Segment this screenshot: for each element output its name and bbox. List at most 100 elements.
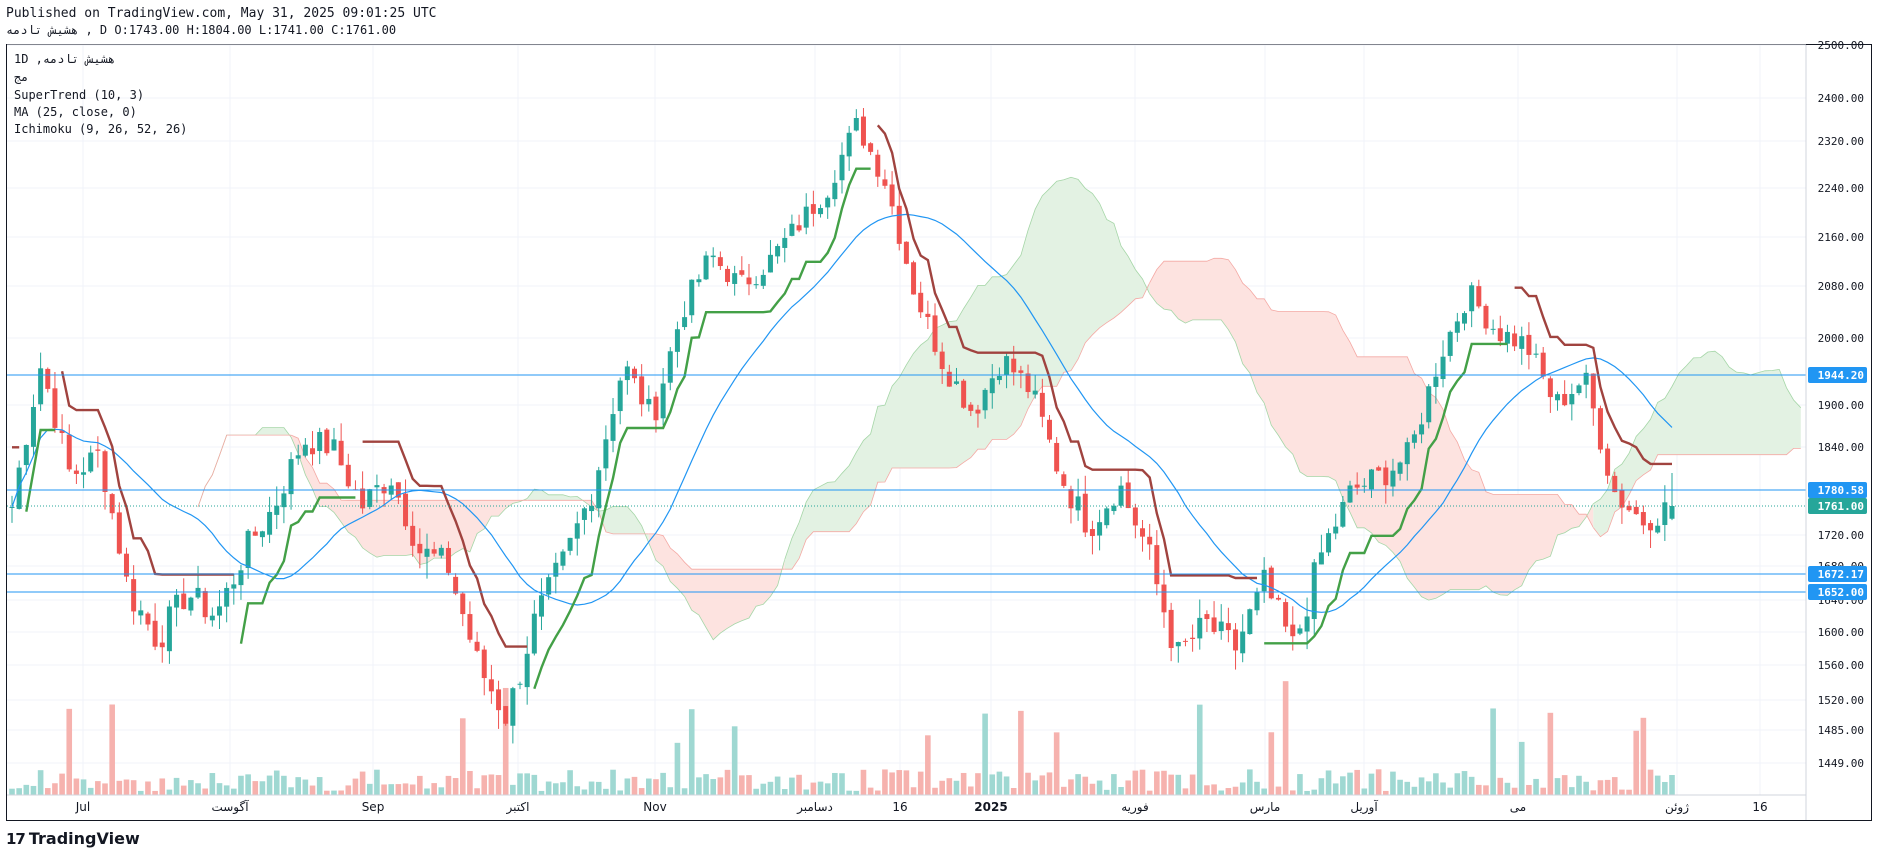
candle-body — [560, 551, 566, 566]
candle-body — [123, 553, 129, 577]
y-tick-label: 2000.00 — [1818, 332, 1864, 345]
y-tick-label: 1485.00 — [1818, 724, 1864, 737]
candle-body — [639, 376, 645, 405]
candle-body — [696, 279, 702, 283]
candle-body — [674, 329, 680, 352]
candle-body — [88, 452, 94, 472]
candle-body — [1089, 529, 1095, 537]
volume-bar — [52, 783, 58, 795]
candle-body — [1240, 631, 1246, 654]
ichimoku-span-b — [648, 533, 785, 570]
candle-body — [152, 620, 158, 647]
candle-body — [174, 594, 180, 608]
legend-symbol: 1D ,هشیش تادمه — [14, 52, 116, 66]
volume-bar — [646, 778, 652, 795]
candle-body — [1039, 392, 1045, 417]
candle-body — [860, 116, 866, 146]
candle-body — [274, 505, 280, 515]
candle-body — [996, 375, 1002, 381]
ichimoku-cloud-bearish — [648, 533, 785, 640]
volume-bar — [488, 774, 495, 795]
volume-bar — [595, 781, 602, 795]
volume-bar — [438, 787, 445, 795]
volume-bar — [1490, 708, 1496, 795]
volume-bar — [1204, 785, 1210, 795]
candle-body — [553, 562, 559, 577]
y-tick-label: 1840.00 — [1818, 441, 1864, 454]
candle-body — [1404, 442, 1410, 465]
y-tick-label: 2500.00 — [1818, 39, 1864, 52]
volume-bar — [1318, 778, 1325, 795]
volume-bar — [810, 782, 817, 795]
volume-bar — [653, 779, 659, 795]
volume-bar — [1590, 790, 1597, 795]
volume-bar — [1361, 788, 1368, 795]
candle-body — [324, 429, 330, 454]
candle-body — [1626, 505, 1632, 511]
volume-bar — [1619, 789, 1625, 795]
candle-body — [961, 380, 967, 408]
candle-body — [1104, 508, 1110, 526]
volume-bar — [474, 788, 480, 795]
candle-body — [131, 579, 137, 612]
candle-body — [202, 591, 208, 618]
candle-body — [1519, 336, 1525, 349]
volume-bar — [252, 781, 259, 795]
candle-body — [1068, 489, 1074, 509]
volume-bar — [853, 790, 860, 795]
candle-body — [109, 494, 115, 514]
volume-bar — [195, 783, 201, 795]
candle-body — [445, 547, 451, 573]
candle-body — [975, 409, 981, 414]
volume-bar — [1032, 780, 1038, 795]
volume-bar — [917, 771, 924, 795]
candle-body — [460, 593, 466, 615]
volume-bar — [1075, 774, 1081, 795]
volume-bar — [817, 781, 824, 795]
x-tick-label: دسامبر — [796, 800, 833, 815]
volume-bar — [946, 778, 953, 795]
ichimoku-span-a — [1593, 350, 1802, 505]
candle-body — [1175, 642, 1181, 647]
symbol-ohlc-line: هشیش تادمه , D O:1743.00 H:1804.00 L:174… — [6, 23, 397, 37]
price-level-tag — [1808, 482, 1867, 498]
candle-body — [789, 223, 795, 236]
volume-bar — [1096, 780, 1103, 795]
ma-line — [11, 213, 1673, 613]
volume-bar — [1375, 769, 1382, 795]
candle-body — [531, 613, 537, 654]
candle-body — [488, 679, 494, 692]
volume-bar — [352, 778, 359, 795]
volume-bar — [975, 773, 981, 795]
x-tick-label: ژوئن — [1665, 800, 1689, 815]
candle-body — [295, 455, 301, 459]
candle-body — [1597, 408, 1603, 450]
candle-body — [1004, 356, 1010, 376]
candle-body — [1097, 522, 1103, 536]
candle-body — [95, 449, 101, 451]
candle-body — [1326, 533, 1332, 553]
volume-bar — [796, 774, 802, 795]
volume-bar — [30, 785, 37, 795]
candle-body — [116, 512, 122, 554]
volume-bar — [80, 779, 87, 795]
ichimoku-span-a — [784, 176, 1151, 560]
volume-bar — [309, 785, 316, 795]
volume-bar — [824, 783, 831, 795]
candle-body — [1562, 393, 1568, 406]
candle-body — [474, 641, 480, 651]
candle-body — [345, 464, 351, 487]
candle-body — [946, 371, 952, 387]
volume-bar — [331, 790, 337, 795]
volume-bar — [467, 770, 473, 795]
ichimoku-span-b — [598, 511, 649, 535]
volume-bar — [1511, 787, 1518, 795]
volume-bar — [1418, 777, 1425, 795]
candle-body — [1454, 321, 1460, 333]
volume-bar — [510, 784, 516, 795]
ichimoku-cloud-bearish — [291, 435, 528, 565]
candle-body — [839, 154, 845, 181]
candle-body — [1211, 617, 1217, 632]
candle-body — [1190, 637, 1196, 640]
